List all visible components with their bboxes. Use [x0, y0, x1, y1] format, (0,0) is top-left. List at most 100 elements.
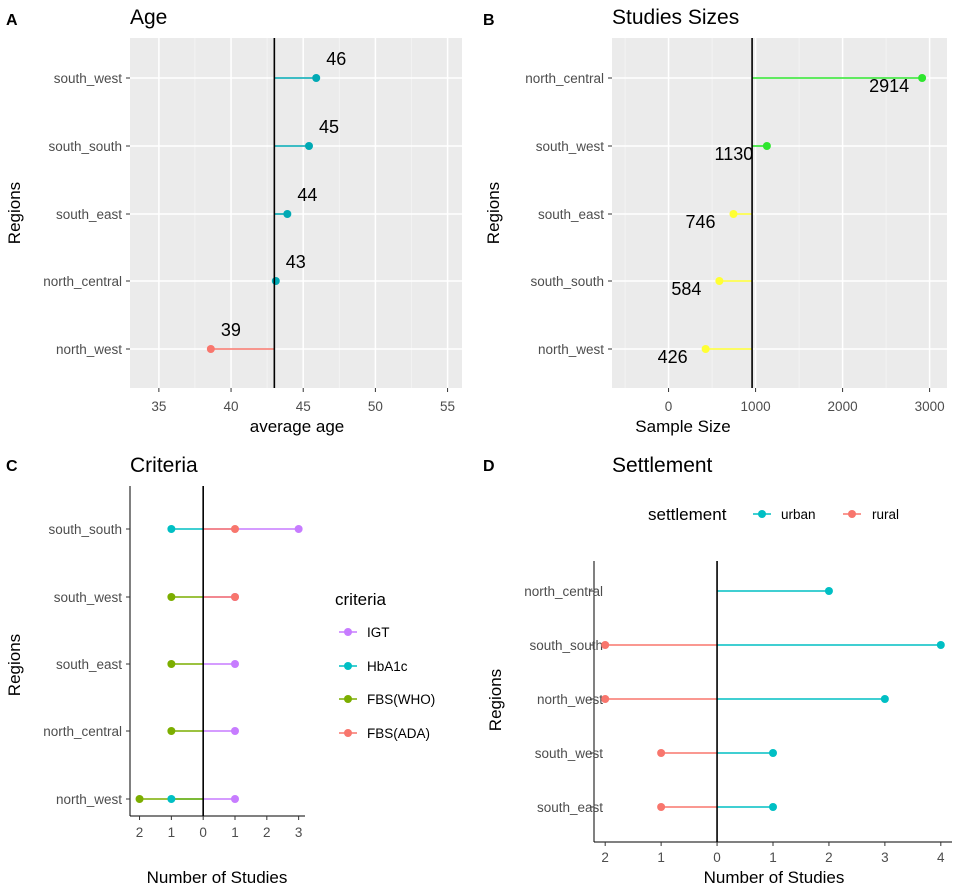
data-label: 43	[286, 252, 306, 272]
lollipop-point	[231, 795, 239, 803]
y-axis-title: Regions	[484, 182, 503, 244]
data-label: 426	[658, 347, 688, 367]
legend-key-point	[758, 510, 766, 518]
y-tick-label: south_west	[54, 590, 123, 605]
panel-letter: A	[6, 12, 18, 29]
legend-label: HbA1c	[367, 659, 408, 674]
lollipop-point	[762, 142, 771, 150]
lollipop-point	[918, 74, 927, 82]
lollipop-point	[294, 525, 303, 533]
y-tick-label: north_central	[525, 71, 604, 86]
x-tick-label: 1	[231, 825, 239, 840]
y-tick-label: south_east	[538, 207, 604, 222]
x-tick-label: 1	[168, 825, 176, 840]
lollipop-point	[283, 210, 292, 218]
y-tick-label: north_central	[524, 584, 603, 599]
x-tick-label: 35	[151, 399, 166, 414]
lollipop-point	[936, 641, 945, 649]
legend-title: settlement	[648, 505, 727, 524]
lollipop-point	[657, 803, 666, 811]
lollipop-point	[701, 345, 710, 353]
x-tick-label: 1	[769, 850, 777, 865]
legend-title: criteria	[335, 590, 387, 609]
x-tick-label: 1000	[741, 399, 771, 414]
legend-label: rural	[872, 507, 899, 522]
data-label: 584	[671, 279, 701, 299]
x-axis-title: Number of Studies	[147, 868, 288, 887]
lollipop-point	[167, 727, 176, 735]
lollipop-point	[657, 749, 666, 757]
lollipop-point	[601, 695, 610, 703]
chart-title: Criteria	[130, 454, 198, 477]
legend-label: FBS(ADA)	[367, 726, 430, 741]
x-tick-label: 55	[440, 399, 455, 414]
y-tick-label: south_south	[530, 274, 604, 289]
panel-a: A Age 35 40 45 50 55 south_west south_southsouth…	[5, 6, 462, 436]
lollipop-point	[231, 593, 239, 601]
legend-key-point	[344, 729, 352, 737]
panel-b: B Studies Sizes 0 1000 2000 3000 north_central…	[483, 6, 947, 436]
data-label: 39	[221, 320, 241, 340]
y-tick-label: south_east	[537, 800, 603, 815]
y-tick-label: north_west	[56, 792, 122, 807]
y-tick-label: north_west	[537, 692, 603, 707]
x-tick-label: 4	[937, 850, 945, 865]
x-tick-label: 40	[224, 399, 239, 414]
data-label: 44	[297, 185, 317, 205]
x-axis-title: average age	[250, 417, 345, 436]
chart-title: Settlement	[612, 454, 713, 477]
data-label: 46	[326, 49, 346, 69]
lollipop-point	[231, 525, 239, 533]
x-tick-label: 3	[295, 825, 303, 840]
legend-key-point	[344, 628, 352, 636]
lollipop-point	[135, 795, 144, 803]
legend-key-point	[344, 662, 352, 670]
y-tick-label: north_central	[43, 274, 122, 289]
panel-c: C Criteria 2 1 0 1 2 3 south_south south_westsout…	[5, 454, 435, 887]
x-tick-label: 2	[825, 850, 833, 865]
y-tick-label: south_east	[56, 207, 122, 222]
chart-title: Studies Sizes	[612, 6, 739, 29]
chart-title: Age	[130, 6, 167, 29]
x-tick-label: 0	[665, 399, 673, 414]
lollipop-point	[167, 593, 176, 601]
lollipop-point	[880, 695, 889, 703]
panel-d: D Settlement 2 1 0 1 2 3 4 north_central south_sou…	[483, 454, 952, 887]
y-tick-label: south_west	[535, 746, 604, 761]
lollipop-point	[769, 749, 777, 757]
y-tick-label: south_west	[54, 71, 123, 86]
x-tick-label: 2	[136, 825, 144, 840]
y-tick-label: north_west	[56, 342, 122, 357]
lollipop-point	[167, 660, 176, 668]
x-tick-label: 2	[263, 825, 271, 840]
x-tick-label: 0	[199, 825, 207, 840]
data-label: 2914	[869, 76, 909, 96]
y-axis-title: Regions	[486, 669, 505, 731]
data-label: 45	[319, 117, 339, 137]
plot-background	[130, 38, 462, 388]
y-tick-label: north_central	[43, 724, 122, 739]
y-tick-label: south_west	[536, 139, 605, 154]
panel-letter: D	[483, 458, 495, 475]
lollipop-point	[715, 277, 724, 285]
lollipop-point	[304, 142, 313, 150]
panel-letter: C	[6, 458, 18, 475]
legend-key-point	[848, 510, 856, 518]
lollipop-point	[167, 525, 176, 533]
x-tick-label: 3000	[915, 399, 945, 414]
lollipop-point	[231, 727, 239, 735]
lollipop-point	[206, 345, 215, 353]
y-axis-title: Regions	[5, 634, 24, 696]
legend-label: IGT	[367, 625, 390, 640]
panel-letter: B	[483, 12, 495, 29]
x-tick-label: 2000	[828, 399, 858, 414]
lollipop-point	[769, 803, 777, 811]
lollipop-point	[729, 210, 738, 218]
legend-label: FBS(WHO)	[367, 692, 435, 707]
y-tick-label: south_south	[48, 139, 122, 154]
x-tick-label: 1	[657, 850, 665, 865]
x-tick-label: 45	[296, 399, 311, 414]
x-axis-title: Sample Size	[635, 417, 730, 436]
x-axis-title: Number of Studies	[704, 868, 845, 887]
